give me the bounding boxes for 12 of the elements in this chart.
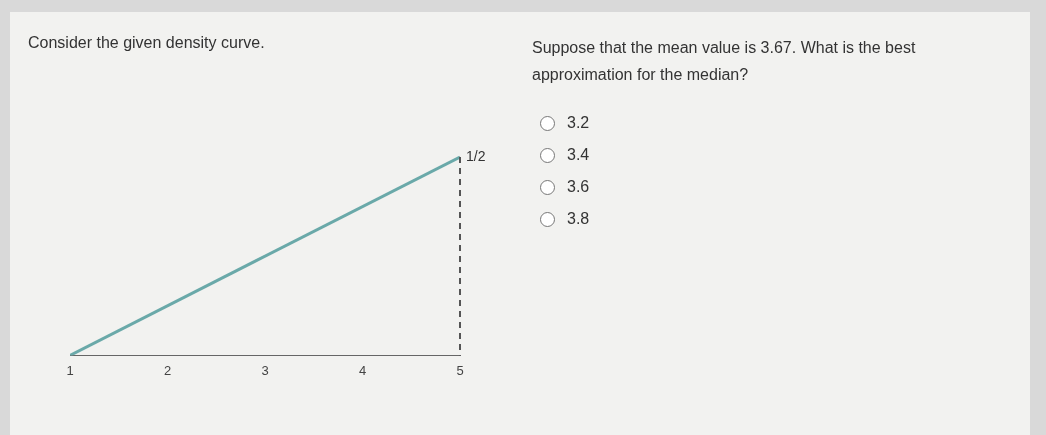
x-tick-label: 1 [66, 362, 74, 378]
x-tick-label: 2 [163, 362, 172, 378]
x-tick-label: 4 [358, 362, 367, 378]
text: 3.8 [567, 210, 590, 228]
text: 3.6 [567, 178, 590, 196]
chart-title: Consider the given density curve. [28, 34, 265, 52]
x-tick-label: 3 [261, 362, 269, 378]
text: 3.2 [567, 114, 590, 132]
text: 3.4 [567, 146, 590, 164]
annotation: 1/2 [466, 147, 486, 164]
x-tick-label: 5 [456, 362, 464, 378]
text: Suppose that the mean value is 3.67. What is the best approximation for the median? [532, 38, 917, 85]
